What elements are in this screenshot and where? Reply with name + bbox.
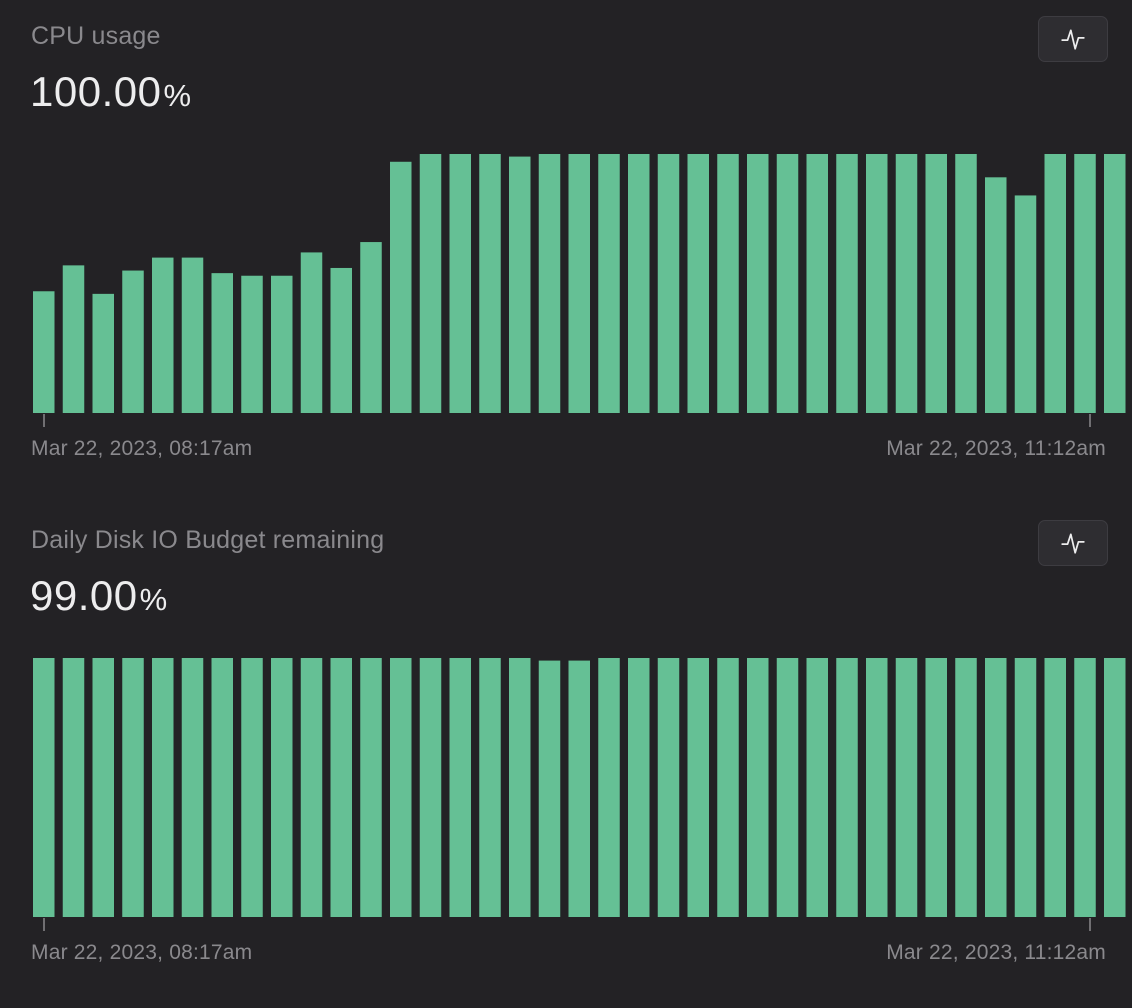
chart-bar[interactable] [479,154,501,413]
chart-bar[interactable] [449,154,472,413]
chart-bar[interactable] [1014,658,1037,917]
chart-bar[interactable] [985,177,1007,413]
chart-bar[interactable] [747,658,769,917]
chart-bar[interactable] [479,658,501,917]
chart-bar[interactable] [211,273,234,413]
chart-bar[interactable] [62,658,85,917]
chart-bar[interactable] [598,658,620,917]
chart-bar[interactable] [657,658,680,917]
chart-bar[interactable] [122,270,144,413]
chart-bar[interactable] [241,275,263,413]
disk-io-budget-panel: Daily Disk IO Budget remaining 99.00% Ma… [0,504,1132,1008]
chart-bar[interactable] [836,658,858,917]
chart-bar[interactable] [1074,154,1096,413]
chart-bar[interactable] [895,154,918,413]
chart-bar[interactable] [300,252,323,413]
chart-bar[interactable] [985,658,1007,917]
chart-bar[interactable] [181,257,204,413]
chart-bar[interactable] [419,658,442,917]
chart-bar[interactable] [1074,658,1096,917]
disk-io-budget-bar-chart [33,658,1126,931]
chart-bar[interactable] [776,154,799,413]
chart-bar[interactable] [211,658,234,917]
cpu-usage-bar-chart [33,154,1126,427]
current-value: 99.00% [30,572,168,620]
chart-bar[interactable] [1044,658,1067,917]
axis-end-label: Mar 22, 2023, 11:12am [886,941,1106,964]
chart-bar[interactable] [181,658,204,917]
chart-bar[interactable] [776,658,799,917]
chart-bar[interactable] [92,293,115,413]
chart-bar[interactable] [122,658,144,917]
chart-bar[interactable] [866,154,888,413]
chart-bar[interactable] [955,154,977,413]
chart-bar[interactable] [271,658,293,917]
chart-bar[interactable] [390,658,412,917]
chart-bar[interactable] [538,660,561,917]
axis-start-label: Mar 22, 2023, 08:17am [31,437,253,460]
axis-start-label: Mar 22, 2023, 08:17am [31,941,253,964]
chart-bar[interactable] [330,267,353,413]
axis-end-label: Mar 22, 2023, 11:12am [886,437,1106,460]
chart-bar[interactable] [895,658,918,917]
chart-bar[interactable] [152,658,174,917]
chart-bar[interactable] [360,242,382,413]
activity-line-icon [1061,29,1085,50]
chart-bar[interactable] [836,154,858,413]
chart-bar[interactable] [687,154,710,413]
chart-bar[interactable] [687,658,710,917]
chart-bar[interactable] [1104,154,1126,413]
value-unit: % [163,78,192,113]
chart-bar[interactable] [955,658,977,917]
chart-bar[interactable] [568,660,591,917]
chart-bar[interactable] [419,154,442,413]
chart-bar[interactable] [1104,658,1126,917]
chart-bar[interactable] [390,161,412,413]
chart-bar[interactable] [806,154,829,413]
chart-bar[interactable] [538,154,561,413]
panel-title: CPU usage [31,22,161,50]
chart-bar[interactable] [271,275,293,413]
chart-bar[interactable] [866,658,888,917]
chart-bar[interactable] [628,154,650,413]
current-value: 100.00% [30,68,192,116]
chart-bar[interactable] [33,291,55,413]
chart-bar[interactable] [628,658,650,917]
chart-bar[interactable] [62,265,85,413]
chart-bar[interactable] [598,154,620,413]
value-number: 100.00 [30,68,162,115]
chart-type-toggle-button[interactable] [1038,16,1108,62]
panel-title: Daily Disk IO Budget remaining [31,526,385,554]
chart-bar[interactable] [509,658,531,917]
chart-bar[interactable] [568,154,591,413]
chart-bar[interactable] [152,257,174,413]
chart-bar[interactable] [1044,154,1067,413]
chart-bar[interactable] [1014,195,1037,413]
chart-type-toggle-button[interactable] [1038,520,1108,566]
chart-bar[interactable] [449,658,472,917]
chart-bar[interactable] [717,154,739,413]
chart-bar[interactable] [33,658,55,917]
activity-line-icon [1061,533,1085,554]
chart-bar[interactable] [925,154,948,413]
chart-bar[interactable] [360,658,382,917]
cpu-usage-panel: CPU usage 100.00% Mar 22, 2023, 08:17am … [30,16,1126,460]
chart-bar[interactable] [300,658,323,917]
chart-bar[interactable] [747,154,769,413]
value-unit: % [139,582,168,617]
chart-bar[interactable] [806,658,829,917]
chart-bar[interactable] [241,658,263,917]
chart-bar[interactable] [509,156,531,413]
value-number: 99.00 [30,572,138,619]
chart-bar[interactable] [92,658,115,917]
chart-bar[interactable] [657,154,680,413]
chart-bar[interactable] [330,658,353,917]
chart-bar[interactable] [925,658,948,917]
chart-bar[interactable] [717,658,739,917]
